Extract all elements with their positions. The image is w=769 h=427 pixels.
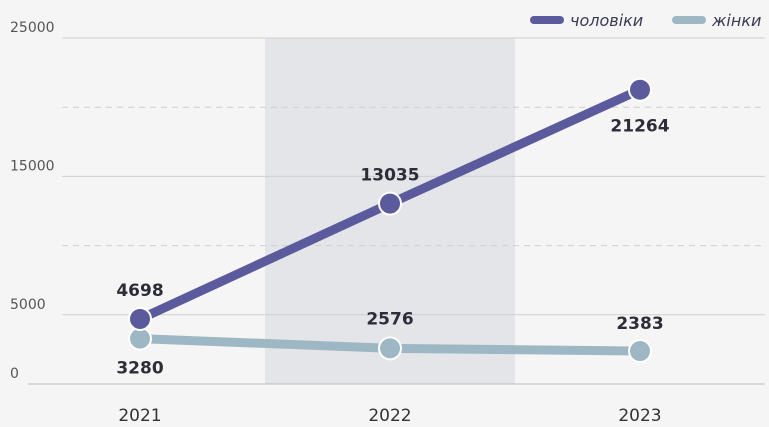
y-tick-label: 15000 xyxy=(10,158,55,174)
legend-label: чоловіки xyxy=(570,11,643,30)
data-label-women: 2576 xyxy=(366,309,413,329)
x-tick-label: 2023 xyxy=(618,406,661,426)
x-tick-label: 2021 xyxy=(118,406,161,426)
data-point-women xyxy=(378,336,402,361)
data-label-men: 4698 xyxy=(116,281,163,301)
data-label-women: 3280 xyxy=(116,359,163,379)
data-point-men xyxy=(128,306,152,331)
data-point-women xyxy=(628,339,652,364)
data-label-men: 13035 xyxy=(360,166,419,186)
data-point-men xyxy=(378,191,402,216)
y-tick-label: 0 xyxy=(10,366,19,382)
y-tick-label: 5000 xyxy=(10,297,46,313)
x-tick-label: 2022 xyxy=(368,406,411,426)
data-point-men xyxy=(628,77,652,102)
y-tick-label: 25000 xyxy=(10,20,55,36)
data-label-men: 21264 xyxy=(610,117,669,137)
data-label-women: 2383 xyxy=(616,314,663,334)
legend-label: жінки xyxy=(711,11,761,30)
